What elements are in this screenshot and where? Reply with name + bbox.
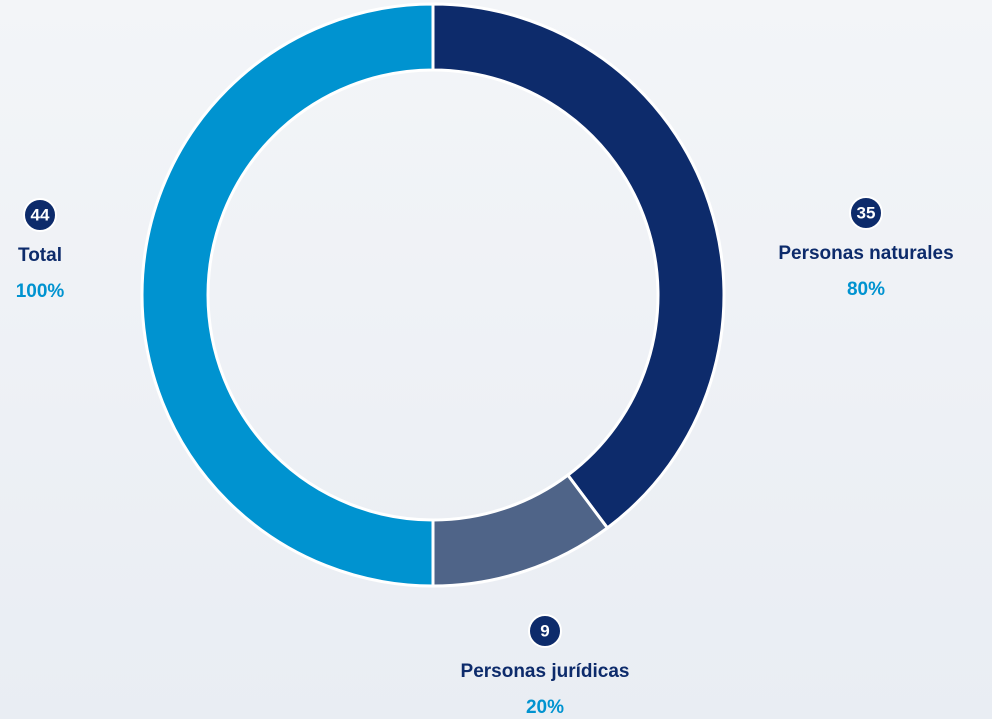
percent-label: 100% [16,281,65,302]
percent-label: 20% [526,697,564,718]
category-label: Total [18,245,62,266]
donut-segment [431,473,610,588]
count-badge [23,198,57,232]
donut-segment [431,2,726,531]
count-label: 35 [857,203,876,222]
count-label: 44 [31,205,50,224]
donut-segment [140,2,435,588]
category-label: Personas naturales [778,243,953,264]
count-badge [528,614,562,648]
count-label: 9 [540,621,549,640]
category-label: Personas jurídicas [461,661,630,682]
count-badge [849,196,883,230]
percent-label: 80% [847,279,885,300]
